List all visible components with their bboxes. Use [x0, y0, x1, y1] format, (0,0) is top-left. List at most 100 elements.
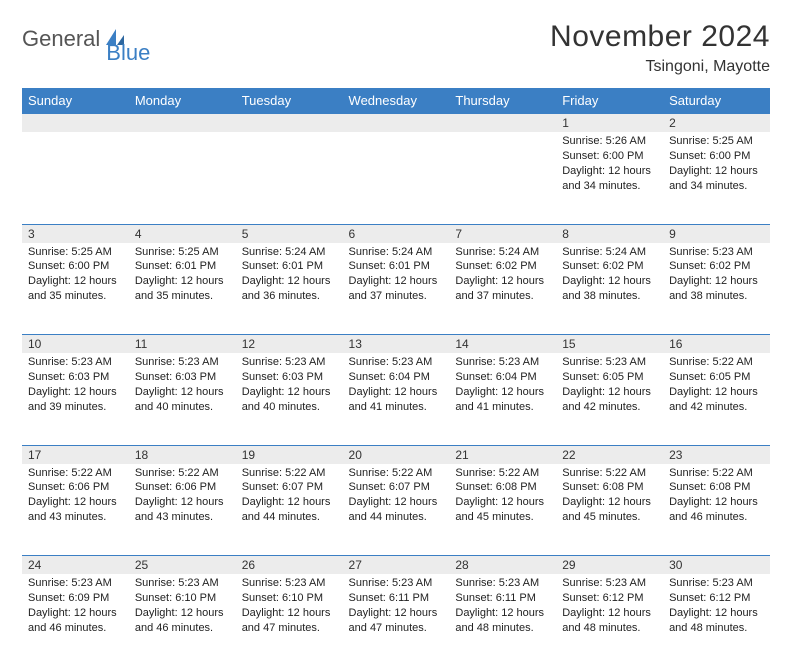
sunset-text: Sunset: 6:03 PM [242, 370, 337, 385]
location-label: Tsingoni, Mayotte [550, 58, 770, 76]
day-cell-inner: Sunrise: 5:23 AMSunset: 6:11 PMDaylight:… [343, 574, 450, 641]
daylight-text: Daylight: 12 hours and 48 minutes. [455, 606, 550, 636]
sunset-text: Sunset: 6:08 PM [669, 480, 764, 495]
sunrise-text: Sunrise: 5:23 AM [135, 355, 230, 370]
day-number-row: 12 [22, 114, 770, 133]
day-number-cell [343, 114, 450, 133]
day-cell-inner: Sunrise: 5:23 AMSunset: 6:04 PMDaylight:… [343, 353, 450, 420]
sunrise-text: Sunrise: 5:25 AM [669, 134, 764, 149]
sunset-text: Sunset: 6:11 PM [455, 591, 550, 606]
daylight-text: Daylight: 12 hours and 37 minutes. [455, 274, 550, 304]
daylight-text: Daylight: 12 hours and 43 minutes. [28, 495, 123, 525]
day-number-cell: 29 [556, 556, 663, 575]
day-cell-inner: Sunrise: 5:23 AMSunset: 6:10 PMDaylight:… [236, 574, 343, 641]
daylight-text: Daylight: 12 hours and 39 minutes. [28, 385, 123, 415]
day-content-row: Sunrise: 5:22 AMSunset: 6:06 PMDaylight:… [22, 464, 770, 556]
day-cell-inner: Sunrise: 5:22 AMSunset: 6:06 PMDaylight:… [22, 464, 129, 531]
day-cell: Sunrise: 5:26 AMSunset: 6:00 PMDaylight:… [556, 132, 663, 224]
weekday-header: Sunday [22, 88, 129, 114]
day-number-cell: 11 [129, 335, 236, 354]
day-cell-inner: Sunrise: 5:23 AMSunset: 6:02 PMDaylight:… [663, 243, 770, 310]
day-cell-inner: Sunrise: 5:22 AMSunset: 6:08 PMDaylight:… [663, 464, 770, 531]
day-number-cell: 4 [129, 224, 236, 243]
day-cell: Sunrise: 5:22 AMSunset: 6:07 PMDaylight:… [236, 464, 343, 556]
day-content-row: Sunrise: 5:26 AMSunset: 6:00 PMDaylight:… [22, 132, 770, 224]
day-cell: Sunrise: 5:22 AMSunset: 6:08 PMDaylight:… [663, 464, 770, 556]
daylight-text: Daylight: 12 hours and 42 minutes. [562, 385, 657, 415]
sunrise-text: Sunrise: 5:23 AM [349, 576, 444, 591]
sunrise-text: Sunrise: 5:24 AM [562, 245, 657, 260]
day-cell-inner: Sunrise: 5:25 AMSunset: 6:00 PMDaylight:… [663, 132, 770, 199]
day-content-row: Sunrise: 5:23 AM Sunset: 6:03 PM Daylight:… [22, 353, 770, 445]
sunrise-text: Sunrise: 5:23 AM [28, 355, 123, 370]
sunset-text: Sunset: 6:07 PM [349, 480, 444, 495]
day-cell: Sunrise: 5:22 AMSunset: 6:05 PMDaylight:… [663, 353, 770, 445]
logo-text-general: General [22, 26, 100, 52]
day-cell: Sunrise: 5:23 AMSunset: 6:09 PMDaylight:… [22, 574, 129, 666]
daylight-text: Daylight: 12 hours and 36 minutes. [242, 274, 337, 304]
day-cell-inner: Sunrise: 5:22 AMSunset: 6:07 PMDaylight:… [236, 464, 343, 531]
daylight-text: Daylight: 12 hours and 47 minutes. [349, 606, 444, 636]
day-cell-inner: Sunrise: 5:24 AMSunset: 6:01 PMDaylight:… [236, 243, 343, 310]
day-number-cell: 2 [663, 114, 770, 133]
daylight-text: Daylight: 12 hours and 46 minutes. [28, 606, 123, 636]
day-cell-inner: Sunrise: 5:23 AMSunset: 6:11 PMDaylight:… [449, 574, 556, 641]
daylight-text: Daylight: 12 hours and 41 minutes. [455, 385, 550, 415]
sunset-text: Sunset: 6:00 PM [669, 149, 764, 164]
sunset-text: Sunset: 6:01 PM [349, 259, 444, 274]
daylight-text: Daylight: 12 hours and 46 minutes. [669, 495, 764, 525]
day-number-cell: 8 [556, 224, 663, 243]
day-cell-inner: Sunrise: 5:23 AMSunset: 6:03 PMDaylight:… [22, 353, 129, 420]
weekday-header: Thursday [449, 88, 556, 114]
day-content-row: Sunrise: 5:25 AMSunset: 6:00 PMDaylight:… [22, 243, 770, 335]
day-cell: Sunrise: 5:23 AMSunset: 6:03 PMDaylight:… [129, 353, 236, 445]
page-header: General Blue November 2024 Tsingoni, May… [22, 20, 770, 76]
day-number-cell: 21 [449, 445, 556, 464]
day-number-cell: 30 [663, 556, 770, 575]
sunrise-text: Sunrise: 5:26 AM [562, 134, 657, 149]
sunset-text: Sunset: 6:07 PM [242, 480, 337, 495]
day-number-cell: 24 [22, 556, 129, 575]
day-number-cell: 17 [22, 445, 129, 464]
daylight-text: Daylight: 12 hours and 35 minutes. [28, 274, 123, 304]
day-cell: Sunrise: 5:24 AMSunset: 6:02 PMDaylight:… [556, 243, 663, 335]
day-number-cell: 26 [236, 556, 343, 575]
daylight-text: Daylight: 12 hours and 37 minutes. [349, 274, 444, 304]
sunset-text: Sunset: 6:11 PM [349, 591, 444, 606]
day-number-cell: 23 [663, 445, 770, 464]
day-cell: Sunrise: 5:24 AMSunset: 6:01 PMDaylight:… [236, 243, 343, 335]
daylight-text: Daylight: 12 hours and 45 minutes. [455, 495, 550, 525]
day-content-row: Sunrise: 5:23 AMSunset: 6:09 PMDaylight:… [22, 574, 770, 666]
calendar-page: General Blue November 2024 Tsingoni, May… [0, 0, 792, 666]
day-number-cell: 20 [343, 445, 450, 464]
day-cell-inner: Sunrise: 5:23 AMSunset: 6:12 PMDaylight:… [663, 574, 770, 641]
sunset-text: Sunset: 6:06 PM [28, 480, 123, 495]
sunset-text: Sunset: 6:08 PM [562, 480, 657, 495]
daylight-text: Daylight: 12 hours and 43 minutes. [135, 495, 230, 525]
sunrise-text: Sunrise: 5:22 AM [242, 466, 337, 481]
weekday-header-row: Sunday Monday Tuesday Wednesday Thursday… [22, 88, 770, 114]
day-cell [22, 132, 129, 224]
sunrise-text: Sunrise: 5:22 AM [562, 466, 657, 481]
day-cell: Sunrise: 5:23 AMSunset: 6:12 PMDaylight:… [556, 574, 663, 666]
sunset-text: Sunset: 6:05 PM [669, 370, 764, 385]
day-cell-inner: Sunrise: 5:22 AMSunset: 6:06 PMDaylight:… [129, 464, 236, 531]
day-cell-inner: Sunrise: 5:25 AMSunset: 6:01 PMDaylight:… [129, 243, 236, 310]
day-cell: Sunrise: 5:24 AMSunset: 6:02 PMDaylight:… [449, 243, 556, 335]
daylight-text: Daylight: 12 hours and 44 minutes. [349, 495, 444, 525]
day-number-cell: 22 [556, 445, 663, 464]
sunset-text: Sunset: 6:10 PM [135, 591, 230, 606]
day-cell-inner: Sunrise: 5:26 AMSunset: 6:00 PMDaylight:… [556, 132, 663, 199]
sunset-text: Sunset: 6:04 PM [349, 370, 444, 385]
day-number-cell: 9 [663, 224, 770, 243]
sunset-text: Sunset: 6:00 PM [28, 259, 123, 274]
weekday-header: Saturday [663, 88, 770, 114]
sunrise-text: Sunrise: 5:22 AM [135, 466, 230, 481]
day-cell: Sunrise: 5:23 AMSunset: 6:10 PMDaylight:… [129, 574, 236, 666]
day-cell [236, 132, 343, 224]
daylight-text: Daylight: 12 hours and 47 minutes. [242, 606, 337, 636]
day-number-cell: 16 [663, 335, 770, 354]
day-number-row: 10111213141516 [22, 335, 770, 354]
day-number-cell: 3 [22, 224, 129, 243]
daylight-text: Daylight: 12 hours and 46 minutes. [135, 606, 230, 636]
